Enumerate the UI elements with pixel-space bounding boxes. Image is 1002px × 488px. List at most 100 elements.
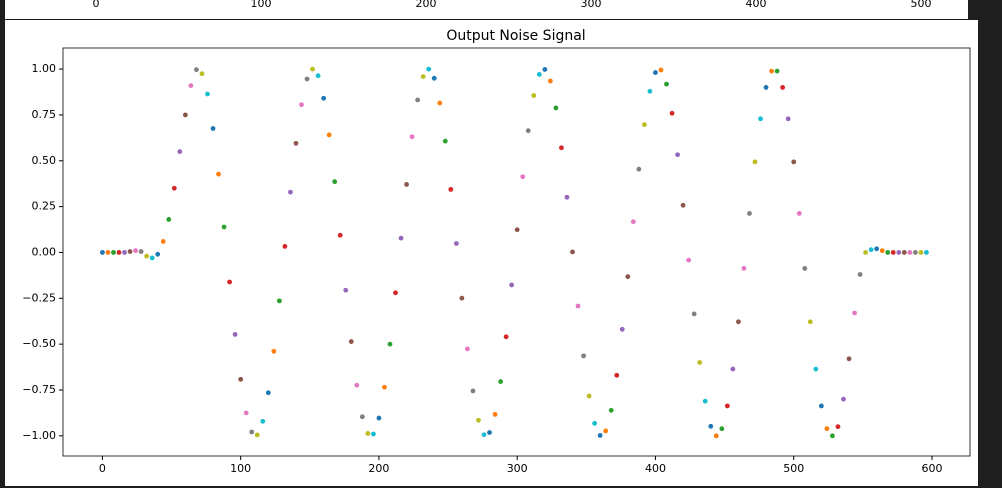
point [514,227,520,233]
x-tick-label: 400 [645,462,666,475]
x-tick-label: 0 [99,462,106,475]
point [376,415,382,421]
point [299,102,304,108]
point [608,407,614,413]
point [337,232,343,238]
point [409,134,415,140]
point [476,417,481,423]
point [382,384,387,390]
point [614,372,620,378]
point [780,85,786,90]
point [647,88,653,94]
point [221,224,227,230]
point [531,93,537,98]
point [310,66,315,72]
point [265,390,271,396]
point [260,418,266,424]
point [896,250,902,255]
point [636,166,642,172]
point [155,251,161,257]
point [818,403,824,409]
point [188,83,194,88]
point [630,219,636,225]
point [492,411,498,417]
point [354,382,360,388]
point [581,353,586,359]
point [271,348,277,354]
point [315,73,321,79]
point [901,250,907,255]
point [332,179,338,185]
point [216,171,221,177]
point [232,332,238,337]
y-tick-label: 0.50 [32,154,57,167]
point [835,424,841,430]
point [658,67,664,73]
y-tick-label: 0.00 [32,245,57,258]
y-tick-label: −0.50 [22,337,56,350]
point [453,241,459,246]
point [321,95,327,101]
point [824,426,830,432]
point [586,393,592,399]
point [420,74,426,80]
point [592,420,598,426]
x-tick-label: 600 [921,462,942,475]
point [619,326,625,332]
point [664,81,669,87]
point [149,255,155,261]
point [133,248,138,254]
point [641,122,647,128]
point [802,266,808,271]
point [769,68,774,74]
point [498,379,503,384]
point [553,105,559,111]
point [890,250,896,255]
point [348,339,354,344]
point [171,185,177,191]
point [249,429,255,435]
point [758,116,763,122]
point [907,250,913,255]
point [199,71,205,77]
y-tick-label: 0.75 [32,108,57,121]
x-tick-label: 300 [507,462,528,475]
x-tick-label: 200 [416,0,437,10]
point [448,186,454,192]
point [741,266,747,271]
point [542,67,548,72]
point [470,388,476,394]
point [918,250,924,255]
x-tick-label: 200 [368,462,389,475]
point [127,249,133,254]
point [437,100,443,106]
previous-figure [5,0,968,19]
point [111,250,116,255]
point [276,298,282,304]
point [807,319,813,325]
point [752,159,758,165]
point [404,182,409,187]
x-tick-label: 400 [746,0,767,10]
point [874,246,880,252]
point [238,376,244,382]
point [160,239,166,244]
point [415,97,421,103]
point [304,76,310,82]
point [841,396,846,402]
x-tick-label: 0 [93,0,100,10]
point [182,112,188,118]
point [105,250,111,255]
point [713,433,719,439]
point [924,250,929,255]
point [177,149,183,155]
point [570,249,575,255]
point [708,423,714,429]
x-tick-label: 300 [581,0,602,10]
point [863,250,869,255]
y-tick-label: −0.25 [22,291,56,304]
point [166,217,172,222]
point [559,145,564,151]
